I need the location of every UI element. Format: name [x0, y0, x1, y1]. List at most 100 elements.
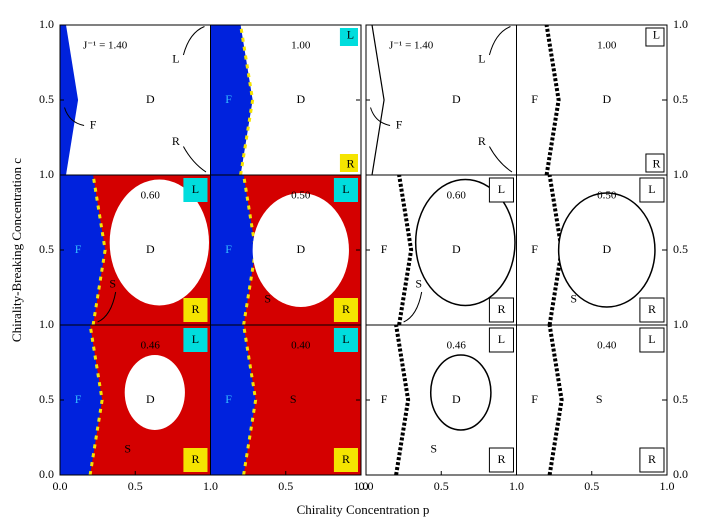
- region-label: D: [602, 92, 611, 106]
- region-label: D: [452, 92, 461, 106]
- region-label: L: [192, 182, 199, 196]
- region-label: F: [75, 242, 82, 256]
- x-tick-label: 0.0: [359, 479, 374, 493]
- region-label: R: [342, 452, 350, 466]
- x-tick-label: 0.5: [434, 479, 449, 493]
- y-tick-label: 0.5: [673, 242, 688, 256]
- pointer: [64, 107, 85, 126]
- x-tick-label: 0.5: [278, 479, 293, 493]
- region-label: D: [146, 392, 155, 406]
- disorder-region: [557, 192, 656, 308]
- right-box: [183, 298, 208, 322]
- left-box: [645, 27, 665, 47]
- y-tick-label: 1.0: [673, 317, 688, 331]
- panel: 0.40 S F L R: [210, 324, 362, 476]
- pointer: [403, 291, 423, 323]
- panel: 0.60 D F S L R: [365, 174, 517, 326]
- panel: 0.40 S F L R: [516, 324, 668, 476]
- region-label: D: [146, 92, 155, 106]
- pointer: [488, 146, 513, 173]
- region-label: R: [191, 302, 199, 316]
- region-label: L: [478, 51, 485, 65]
- region-label: R: [652, 156, 660, 170]
- region-label: F: [531, 242, 538, 256]
- region-label: S: [570, 291, 577, 305]
- panel-label: 0.60: [447, 190, 467, 202]
- y-tick-label: 0.5: [39, 242, 54, 256]
- ferro-region: [210, 175, 256, 325]
- y-axis-label: Chirality-Breaking Concentration c: [9, 158, 24, 342]
- panel: J⁻¹ = 1.40 D F L R: [365, 24, 517, 176]
- panel-label: 1.00: [291, 40, 311, 52]
- x-tick-label: 0.0: [53, 479, 68, 493]
- region-label: D: [452, 242, 461, 256]
- right-box: [488, 447, 514, 473]
- x-tick-label: 0.5: [584, 479, 599, 493]
- region-label: F: [75, 392, 82, 406]
- left-box: [488, 177, 514, 203]
- panel: 1.00 D F L R: [210, 24, 362, 176]
- left-box: [183, 178, 208, 202]
- ferro-boundary: [397, 174, 414, 326]
- ferro-boundary: [547, 324, 564, 476]
- disorder-region: [414, 178, 516, 307]
- region-label: R: [172, 134, 180, 148]
- region-label: D: [296, 92, 305, 106]
- panel-label: 0.50: [291, 190, 311, 202]
- left-box: [488, 327, 514, 353]
- y-tick-label: 1.0: [39, 167, 54, 181]
- right-box: [339, 154, 358, 172]
- x-tick-label: 1.0: [660, 479, 675, 493]
- panel-label: 0.50: [597, 190, 617, 202]
- right-box: [488, 297, 514, 323]
- region-label: D: [452, 392, 461, 406]
- region-label: D: [146, 242, 155, 256]
- panel: J⁻¹ = 1.40 D F L R: [59, 24, 211, 176]
- ferro-region: [60, 325, 103, 475]
- region-label: F: [225, 392, 232, 406]
- panel-label: 1.00: [597, 40, 617, 52]
- ferro-region: [60, 175, 106, 325]
- region-label: F: [381, 242, 388, 256]
- disorder-region: [124, 355, 185, 430]
- ferro-region: [210, 25, 253, 175]
- right-box: [639, 447, 665, 473]
- panel-label: 0.46: [447, 340, 467, 352]
- region-label: S: [124, 441, 131, 455]
- disorder-region: [429, 354, 492, 431]
- boundary-speckle: [242, 324, 258, 476]
- region-label: R: [346, 156, 354, 170]
- pointer: [182, 26, 205, 56]
- boundary-speckle: [88, 324, 104, 476]
- region-label: S: [415, 276, 422, 290]
- left-box: [333, 178, 358, 202]
- pointer: [488, 26, 511, 56]
- panel: 0.50 D F S L R: [210, 174, 362, 326]
- pointer: [182, 146, 207, 173]
- region-label: F: [531, 392, 538, 406]
- x-axis-label: Chirality Concentration p: [297, 502, 430, 517]
- x-tick-label: 1.0: [354, 479, 369, 493]
- left-box: [639, 327, 665, 353]
- region-label: S: [290, 392, 297, 406]
- region-label: L: [498, 332, 505, 346]
- panel-background: [516, 25, 667, 175]
- region-label: D: [296, 242, 305, 256]
- region-label: R: [497, 452, 505, 466]
- right-box: [333, 298, 358, 322]
- x-tick-label: 1.0: [203, 479, 218, 493]
- panel-label: 0.60: [141, 190, 161, 202]
- region-label: F: [381, 392, 388, 406]
- right-box: [183, 448, 208, 472]
- region-label: R: [478, 134, 486, 148]
- region-label: S: [596, 392, 603, 406]
- region-label: L: [347, 27, 354, 41]
- left-box: [639, 177, 665, 203]
- y-tick-label: 1.0: [673, 17, 688, 31]
- y-tick-label: 0.5: [39, 92, 54, 106]
- x-tick-label: 1.0: [509, 479, 524, 493]
- region-label: F: [90, 117, 97, 131]
- region-label: F: [225, 92, 232, 106]
- region-label: S: [109, 276, 116, 290]
